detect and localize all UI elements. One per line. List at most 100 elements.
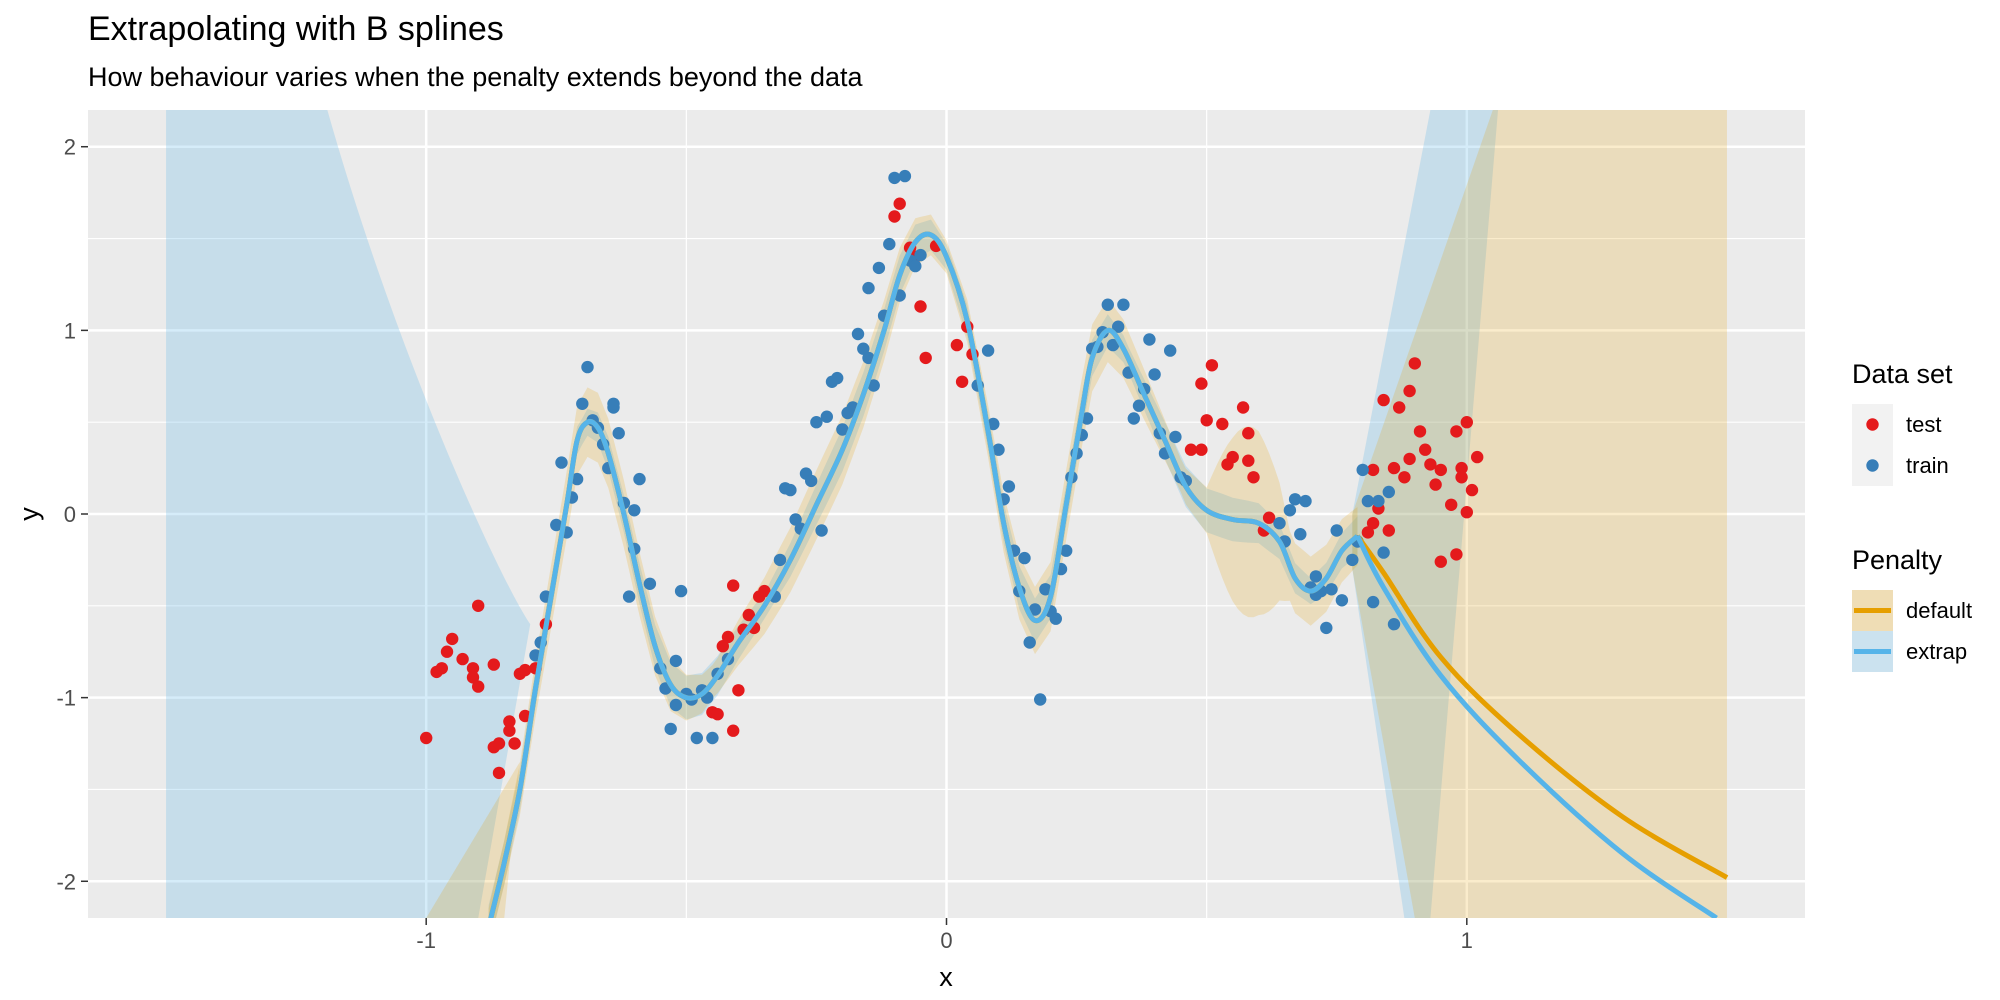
test-point <box>758 584 771 598</box>
test-point <box>503 724 516 737</box>
extrap-fit-line-tail <box>1355 534 1718 918</box>
train-point <box>1288 493 1302 506</box>
train-point <box>888 171 901 185</box>
train-point <box>862 281 875 295</box>
train-point <box>576 397 589 410</box>
train-point <box>1023 636 1036 649</box>
train-point <box>883 237 896 251</box>
test-point <box>1455 471 1468 484</box>
test-point <box>1455 461 1468 475</box>
legend-label-test: test <box>1906 412 1941 437</box>
train-point <box>1112 320 1125 333</box>
chart-subtitle: How behaviour varies when the penalty ex… <box>88 62 863 92</box>
y-axis-title: y <box>14 507 44 521</box>
train-point <box>981 344 995 357</box>
train-point <box>1361 494 1375 508</box>
train-point <box>633 472 646 486</box>
train-point <box>607 397 620 410</box>
test-point <box>1242 427 1255 440</box>
train-point <box>612 427 625 440</box>
train-point <box>1283 504 1297 517</box>
test-point <box>1419 443 1432 456</box>
test-point <box>1366 517 1380 530</box>
train-point <box>1148 368 1161 381</box>
train-point <box>1018 551 1031 565</box>
test-point <box>1195 377 1208 390</box>
test-point <box>1236 401 1250 414</box>
train-point <box>914 248 927 262</box>
legend: Data set test train Penalty default extrap <box>1852 359 1972 672</box>
test-point <box>1413 425 1427 438</box>
y-tick-label: 1 <box>64 318 76 343</box>
test-point <box>1382 524 1396 537</box>
default-fit-line <box>1355 534 1729 880</box>
train-point <box>1106 338 1120 352</box>
train-point <box>1346 553 1359 567</box>
test-point <box>420 731 433 745</box>
train-point <box>669 698 683 712</box>
test-point <box>1434 463 1448 477</box>
extrap-fit-line <box>488 231 1360 918</box>
train-point <box>773 553 787 567</box>
train-point <box>1164 344 1177 357</box>
train-point <box>1169 430 1182 444</box>
test-point <box>1226 450 1239 464</box>
train-point <box>1387 618 1401 631</box>
test-point <box>950 338 964 352</box>
train-point <box>674 584 688 598</box>
train-point <box>1377 546 1390 559</box>
test-point <box>1450 548 1463 561</box>
test-point <box>518 709 532 723</box>
test-point <box>1434 555 1448 568</box>
train-point <box>784 483 797 497</box>
axes: -1 0 1 -2 -1 0 1 2 <box>56 135 1472 953</box>
test-point <box>518 663 532 677</box>
train-point <box>1132 399 1146 412</box>
test-point <box>466 671 480 684</box>
extrap-band-interior <box>488 219 1358 918</box>
test-point <box>716 640 729 653</box>
train-point <box>1034 693 1047 706</box>
test-point <box>1460 506 1474 519</box>
test-point <box>472 680 485 693</box>
train-point <box>1117 298 1130 311</box>
x-tick-label: 0 <box>940 928 952 953</box>
train-point <box>1366 595 1380 609</box>
test-point <box>955 375 969 388</box>
train-point <box>1143 333 1156 346</box>
test-point <box>727 579 740 592</box>
test-point <box>893 197 906 210</box>
train-point <box>851 327 865 341</box>
default-band-right <box>1352 110 1727 918</box>
train-point <box>1060 544 1073 557</box>
train-point <box>1325 583 1338 596</box>
train-point <box>1330 524 1343 537</box>
x-tick-label: 1 <box>1461 928 1473 953</box>
train-point <box>857 342 870 355</box>
legend-label-train: train <box>1906 453 1949 478</box>
test-point <box>487 658 500 671</box>
test-point <box>1205 359 1219 372</box>
legend-key-test <box>1866 418 1879 431</box>
test-point <box>1429 478 1442 491</box>
test-point <box>503 715 516 728</box>
train-point <box>987 417 1000 431</box>
train-point <box>628 504 641 517</box>
train-point <box>1273 517 1286 530</box>
y-tick-label: -1 <box>56 686 76 711</box>
test-point <box>1471 450 1484 464</box>
train-point <box>810 416 823 429</box>
train-point <box>1028 603 1042 616</box>
test-point <box>1184 443 1198 456</box>
train-point <box>1335 594 1349 607</box>
test-point <box>914 300 927 313</box>
test-point <box>1460 416 1474 429</box>
train-point <box>669 654 683 668</box>
test-point <box>1377 393 1390 407</box>
test-point <box>1361 526 1375 539</box>
train-point <box>862 351 875 365</box>
train-point <box>1356 463 1369 477</box>
extrap-band-right <box>1352 110 1499 918</box>
test-point <box>1200 414 1213 427</box>
